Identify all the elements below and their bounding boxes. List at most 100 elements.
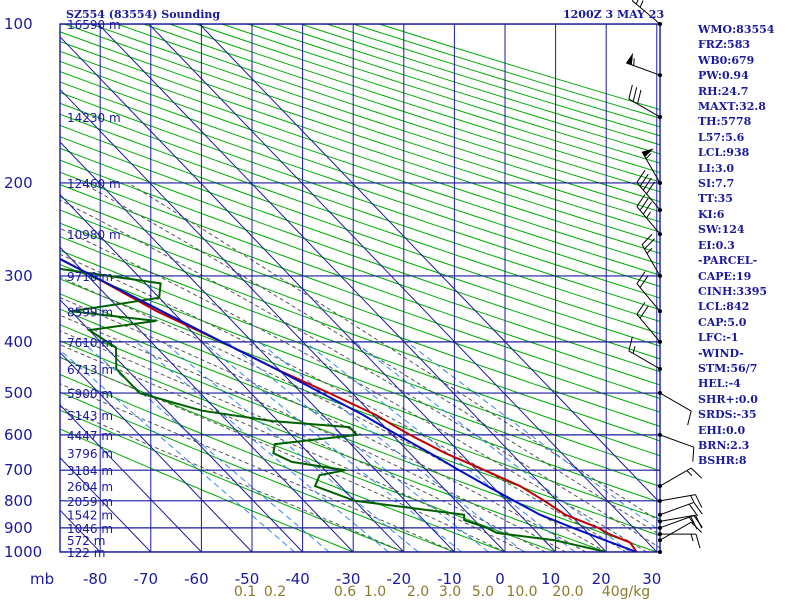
index-item: SHR+:0.0 <box>698 392 758 406</box>
height-label: 14230 m <box>67 111 121 125</box>
dry-adiabat <box>60 409 406 552</box>
pressure-label: 900 <box>4 519 33 537</box>
dewpoint-profile <box>60 267 607 552</box>
index-item: CINH:3395 <box>698 284 768 298</box>
pressure-label: 600 <box>4 426 33 444</box>
pressure-label: 100 <box>4 15 33 33</box>
wind-barb <box>658 494 703 508</box>
index-item: FRZ:583 <box>698 38 751 52</box>
height-label: 3184 m <box>67 464 113 478</box>
mixing-ratio-label: 0.6 <box>334 584 356 600</box>
height-label: 16590 m <box>67 18 121 32</box>
index-item: LCL:938 <box>698 146 750 160</box>
wind-barb <box>658 501 703 517</box>
index-item: LI:3.0 <box>698 161 735 175</box>
dry-adiabat <box>60 222 660 442</box>
isotherm <box>97 24 607 552</box>
dry-adiabat <box>60 340 608 552</box>
dry-adiabat <box>60 209 660 427</box>
plot-area <box>60 24 660 552</box>
temperature-profile <box>60 257 638 552</box>
index-item: HEL:-4 <box>698 377 741 391</box>
mixing-ratio-line <box>135 341 389 552</box>
index-item: RH:24.7 <box>698 84 749 98</box>
isotherm <box>60 246 354 552</box>
index-item: KI:6 <box>698 207 725 221</box>
temperature-label: -20 <box>387 570 412 588</box>
index-item: MAXT:32.8 <box>698 100 766 114</box>
index-item: SRDS:-35 <box>698 408 757 422</box>
wind-barb <box>636 194 662 237</box>
height-label: 6713 m <box>67 363 113 377</box>
sounding-time: 1200Z 3 MAY 23 <box>563 8 665 21</box>
dry-adiabat <box>60 91 660 299</box>
index-item: TT:35 <box>698 192 733 206</box>
height-label: 12460 m <box>67 177 121 191</box>
wind-barb <box>631 0 662 26</box>
wind-barb <box>636 301 662 344</box>
plot-frame <box>59 23 661 553</box>
height-label: 9710 m <box>67 270 113 284</box>
index-item: BRN:2.3 <box>698 438 750 452</box>
pressure-label: 500 <box>4 384 33 402</box>
index-item: STM:56/7 <box>698 361 758 375</box>
index-item: EHI:0.0 <box>698 423 746 437</box>
dry-adiabat <box>60 71 660 276</box>
temperature-label: -40 <box>285 570 310 588</box>
wind-barb <box>658 391 692 426</box>
mixing-ratio-label: 10.0 <box>506 584 537 600</box>
isotherm <box>60 299 303 552</box>
temperature-label: -30 <box>336 570 361 588</box>
dry-adiabat <box>64 24 660 223</box>
wind-barb <box>658 432 695 462</box>
height-label: 2604 m <box>67 480 113 494</box>
wind-barb <box>658 550 662 554</box>
index-item: -PARCEL- <box>698 254 758 268</box>
index-item: CAPE:19 <box>698 269 752 283</box>
index-item: LFC:-1 <box>698 331 739 345</box>
height-label: 5143 m <box>67 409 113 423</box>
wind-barb <box>658 532 701 549</box>
height-label: 7610 m <box>67 336 113 350</box>
dry-adiabat <box>60 60 660 265</box>
isotherm <box>60 351 253 552</box>
index-item: SI:7.7 <box>698 177 735 191</box>
mixing-ratio-label: 5.0 <box>472 584 494 600</box>
dry-adiabat <box>90 24 660 213</box>
wind-barb <box>636 271 662 314</box>
dry-adiabat <box>60 278 660 503</box>
dry-adiabat <box>60 147 660 360</box>
dry-adiabat <box>60 249 660 472</box>
wind-barb <box>658 514 703 530</box>
temperature-label: 10 <box>541 570 560 588</box>
dry-adiabat <box>60 356 558 552</box>
temperature-label: 0 <box>495 570 505 588</box>
index-item: WMO:83554 <box>698 23 775 36</box>
parcel-profile <box>60 257 637 552</box>
index-item: BSHR:8 <box>698 454 747 468</box>
index-item: WB0:679 <box>698 53 755 67</box>
temperature-label: -50 <box>235 570 260 588</box>
isotherm <box>60 88 506 552</box>
wind-barb <box>641 233 662 278</box>
temperature-label: -80 <box>83 570 108 588</box>
temperature-label: 20 <box>592 570 611 588</box>
height-label: 122 m <box>67 546 105 560</box>
pressure-label: 200 <box>4 174 33 192</box>
moist-adiabat <box>60 330 546 552</box>
dry-adiabat <box>60 50 660 254</box>
mixing-ratio-line <box>258 341 525 552</box>
height-label: 3796 m <box>67 447 113 461</box>
height-label: 4447 m <box>67 429 113 443</box>
moist-adiabat <box>60 276 607 552</box>
mixing-ratio-line <box>304 341 576 552</box>
moist-adiabat <box>127 182 660 523</box>
dry-adiabat <box>60 171 660 386</box>
pressure-label: 400 <box>4 333 33 351</box>
dry-adiabat <box>60 113 660 323</box>
height-label: 2059 m <box>67 495 113 509</box>
wind-barb <box>641 148 662 185</box>
isotherm <box>148 24 658 552</box>
mixing-ratio-label: 2.0 <box>407 584 429 600</box>
index-item: SW:124 <box>698 223 745 237</box>
